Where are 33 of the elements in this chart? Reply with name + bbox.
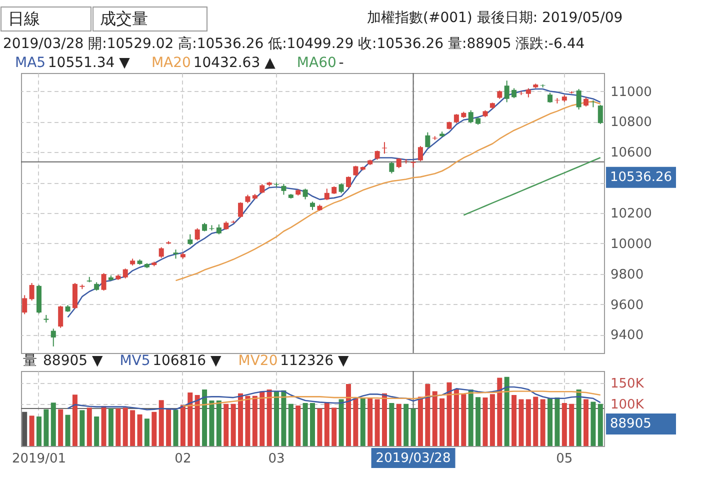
y-tick-label: 150K	[610, 376, 644, 392]
y-tick-label: 9800	[610, 267, 644, 282]
text: 日線	[8, 9, 40, 28]
y-tick-label: 10600	[610, 146, 652, 161]
text: -	[338, 55, 344, 71]
y-tick-label: 10800	[610, 115, 652, 130]
text: MV20	[238, 353, 278, 369]
annotation: 106816 ▼	[152, 353, 222, 369]
y-tick-label: 11000	[610, 84, 652, 100]
text: 10432.63 ▲	[193, 55, 276, 71]
ref-line-label: 88905	[610, 416, 652, 432]
chart-title: 加權指數(#001) 最後日期: 2019/05/09	[367, 10, 623, 26]
text: 10551.34 ▼	[48, 55, 130, 71]
y-tick-label: 10000	[610, 236, 652, 252]
text: MA5	[15, 55, 46, 71]
y-tick-label: 9400	[610, 328, 644, 344]
text: 量	[23, 353, 37, 369]
annotation: 112326 ▼	[280, 353, 350, 369]
x-tick-label: 2019/03/28	[376, 451, 451, 466]
annotation: 88905 ▼	[43, 353, 103, 369]
y-tick-label: 10200	[610, 206, 652, 222]
x-tick-label: 2019/01	[12, 452, 66, 466]
x-tick-label: 05	[556, 452, 573, 466]
y-tick-label: 9600	[610, 298, 644, 313]
text: MV5	[120, 353, 150, 369]
y-tick-label: 100K	[610, 397, 644, 412]
x-tick-label: 03	[268, 452, 285, 466]
ref-line-label: 10536.26	[610, 170, 672, 185]
chart-subtitle: 2019/03/28 開:10529.02 高:10536.26 低:10499.29 收:10536.26 量:88905 漲跌:-6.44	[3, 36, 585, 52]
text: 成交量	[100, 9, 148, 28]
text: MA20	[151, 55, 191, 71]
x-tick-label: 02	[174, 452, 192, 466]
text: MA60	[296, 55, 336, 71]
